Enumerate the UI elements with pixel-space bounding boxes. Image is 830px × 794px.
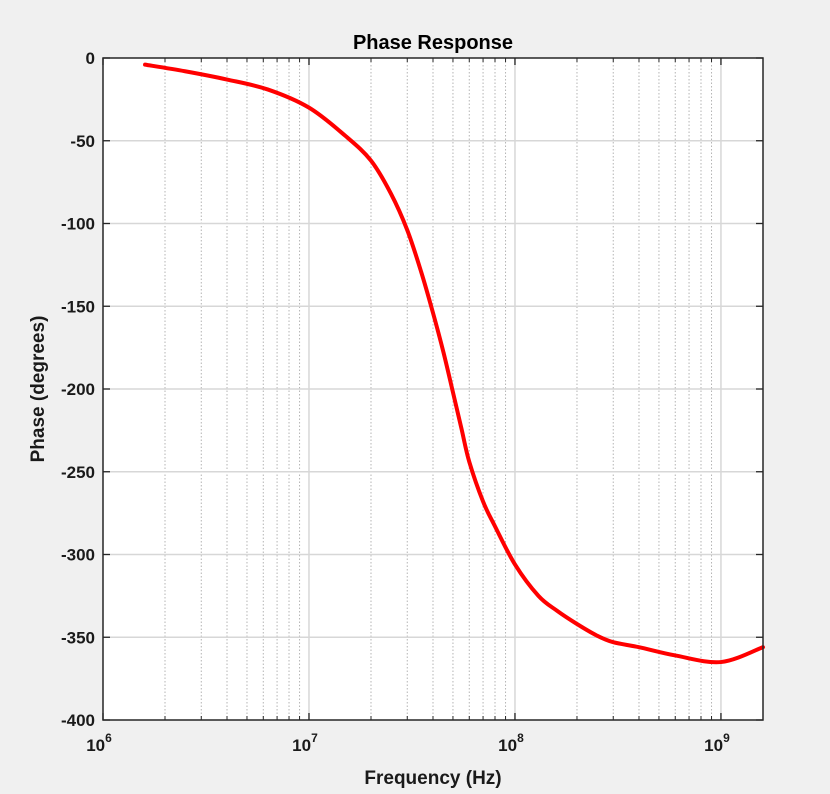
y-tick-label: -400 [61, 711, 95, 730]
y-tick-label: -200 [61, 380, 95, 399]
x-tick-label: 106 [86, 731, 112, 755]
x-tick-label: 107 [292, 731, 318, 755]
y-tick-label: -150 [61, 297, 95, 316]
axis-ticks: 106 107 108 109 0 -50 -100 -150 -200 -250 -300 -350… [61, 49, 763, 755]
series-layer [143, 62, 765, 665]
y-tick-label: -50 [70, 132, 95, 151]
y-axis-title: Phase (degrees) [28, 316, 49, 463]
x-tick-label: 108 [498, 731, 524, 755]
phase-series-line [143, 62, 765, 665]
y-tick-label: -250 [61, 463, 95, 482]
y-tick-label: -350 [61, 628, 95, 647]
chart-title: Phase Response [353, 32, 513, 54]
x-axis-title: Frequency (Hz) [364, 768, 501, 789]
y-tick-label: -300 [61, 546, 95, 565]
y-tick-label: 0 [86, 49, 95, 68]
y-tick-label: -100 [61, 215, 95, 234]
x-tick-label: 109 [704, 731, 730, 755]
